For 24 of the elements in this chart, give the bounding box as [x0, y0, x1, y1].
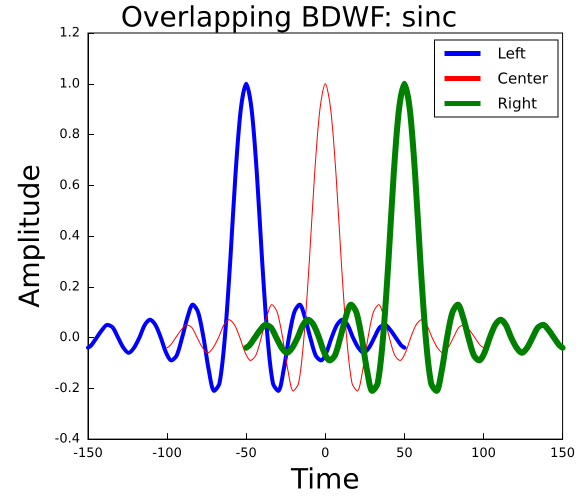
- line-series: [166, 83, 484, 392]
- legend-label: Right: [498, 94, 538, 112]
- y-tick-label: 0.0: [59, 330, 80, 346]
- y-axis-title: Amplitude: [13, 164, 46, 308]
- y-tick-label: 0.6: [59, 178, 80, 193]
- x-tick-label: 100: [471, 446, 496, 462]
- x-tick-label: 50: [396, 446, 413, 462]
- x-tick-label: 0: [321, 446, 330, 462]
- y-tick-label: 1.0: [59, 76, 80, 92]
- line-series: [86, 82, 406, 393]
- y-tick-label: 1.2: [59, 26, 80, 40]
- x-tick-label: -50: [236, 446, 257, 462]
- x-tick-label: -100: [152, 446, 182, 462]
- y-tick-label: 0.2: [59, 279, 80, 294]
- y-tick-label: -0.4: [54, 432, 80, 447]
- legend-label: Left: [498, 44, 526, 62]
- y-tick-label: -0.2: [54, 380, 80, 396]
- x-tick-label: -150: [73, 446, 103, 462]
- x-axis-title: Time: [290, 462, 360, 496]
- legend-label: Center: [498, 70, 549, 88]
- x-tick-label: 150: [550, 446, 576, 462]
- y-tick-label: 0.8: [59, 127, 80, 142]
- y-tick-label: 0.4: [59, 228, 80, 244]
- chart-title: Overlapping BDWF: sinc: [120, 0, 458, 34]
